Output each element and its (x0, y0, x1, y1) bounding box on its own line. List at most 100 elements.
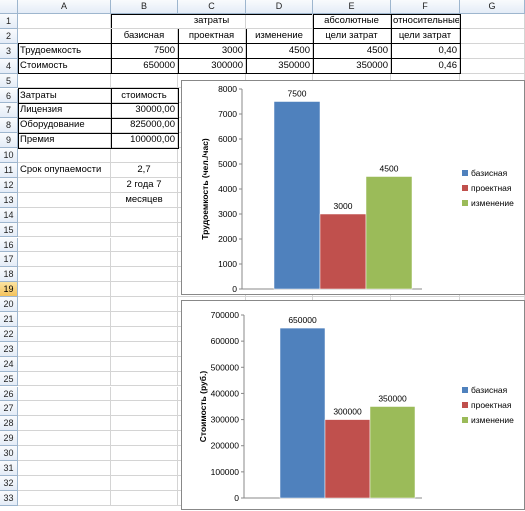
row-header-12[interactable]: 12 (0, 177, 18, 193)
cell-b12[interactable]: 2 года 7 (111, 177, 178, 193)
row-header-1[interactable]: 1 (0, 14, 18, 29)
cell-b18[interactable] (111, 267, 178, 283)
cell-a2[interactable] (18, 28, 111, 44)
row-header-27[interactable]: 27 (0, 401, 18, 417)
column-header-g[interactable]: G (460, 0, 525, 14)
cell-g4[interactable] (460, 58, 525, 74)
cell-b2[interactable]: базисная (111, 28, 178, 44)
cell-c4[interactable]: 300000 (178, 58, 246, 74)
cell-a13[interactable] (18, 192, 111, 208)
row-header-5[interactable]: 5 (0, 73, 18, 89)
column-header-f[interactable]: F (391, 0, 460, 14)
cell-a29[interactable] (18, 431, 111, 447)
row-header-29[interactable]: 29 (0, 431, 18, 447)
row-header-13[interactable]: 13 (0, 192, 18, 208)
labor-chart[interactable]: 0 1000 2000 3000 4000 5000 6000 7000 8000 7500 300… (181, 80, 525, 295)
row-header-24[interactable]: 24 (0, 356, 18, 372)
row-header-18[interactable]: 18 (0, 267, 18, 283)
cell-e4[interactable]: 350000 (313, 58, 391, 74)
cell-a18[interactable] (18, 267, 111, 283)
column-header-b[interactable]: B (111, 0, 178, 14)
cell-a20[interactable] (18, 297, 111, 312)
cell-b5[interactable] (111, 73, 178, 89)
cell-a26[interactable] (18, 386, 111, 402)
row-header-10[interactable]: 10 (0, 148, 18, 163)
row-header-7[interactable]: 7 (0, 103, 18, 119)
cell-a27[interactable] (18, 401, 111, 417)
cell-a32[interactable] (18, 475, 111, 491)
column-header-e[interactable]: E (313, 0, 391, 14)
cell-a11[interactable]: Срок опупаемости (18, 163, 111, 178)
row-header-16[interactable]: 16 (0, 237, 18, 253)
row-header-25[interactable]: 25 (0, 371, 18, 387)
cell-b19[interactable] (111, 282, 178, 298)
row-header-30[interactable]: 30 (0, 446, 18, 461)
row-header-26[interactable]: 26 (0, 386, 18, 402)
cost-chart[interactable]: 0 100000 200000 300000 400000 500000 600000 700… (181, 300, 525, 510)
cell-f4[interactable]: 0,46 (391, 58, 460, 74)
cell-a25[interactable] (18, 371, 111, 387)
cell-a4[interactable]: Стоимость (18, 58, 111, 74)
cell-b31[interactable] (111, 461, 178, 476)
cell-b7[interactable]: 30000,00 (111, 103, 178, 119)
cell-b26[interactable] (111, 386, 178, 402)
cell-b13[interactable]: месяцев (111, 192, 178, 208)
row-header-28[interactable]: 28 (0, 416, 18, 432)
row-header-9[interactable]: 9 (0, 133, 18, 149)
column-header-a[interactable]: A (18, 0, 111, 14)
cell-b6[interactable]: стоимость (111, 88, 178, 104)
cell-g2[interactable] (460, 28, 525, 44)
cell-b29[interactable] (111, 431, 178, 447)
cell-c2[interactable]: проектная (178, 28, 246, 44)
cell-a1[interactable] (18, 14, 111, 29)
cell-b24[interactable] (111, 356, 178, 372)
cell-a21[interactable] (18, 312, 111, 327)
cell-a31[interactable] (18, 461, 111, 476)
column-header-d[interactable]: D (246, 0, 313, 14)
cell-a19[interactable] (18, 282, 111, 298)
cell-a3[interactable]: Трудоемкость (18, 43, 111, 59)
cell-b27[interactable] (111, 401, 178, 417)
cell-a22[interactable] (18, 326, 111, 342)
cell-b15[interactable] (111, 222, 178, 238)
column-header-c[interactable]: C (178, 0, 246, 14)
cell-a23[interactable] (18, 341, 111, 357)
row-header-31[interactable]: 31 (0, 461, 18, 476)
cell-d3[interactable]: 4500 (246, 43, 313, 59)
cell-a30[interactable] (18, 446, 111, 461)
cell-b33[interactable] (111, 490, 178, 506)
row-header-19[interactable]: 19 (0, 282, 18, 298)
cell-b25[interactable] (111, 371, 178, 387)
row-header-3[interactable]: 3 (0, 43, 18, 59)
cell-b10[interactable] (111, 148, 178, 163)
select-all-corner[interactable] (0, 0, 18, 14)
cell-a12[interactable] (18, 177, 111, 193)
cell-a8[interactable]: Оборудование (18, 118, 111, 134)
cell-c3[interactable]: 3000 (178, 43, 246, 59)
cell-e3[interactable]: 4500 (313, 43, 391, 59)
cell-a28[interactable] (18, 416, 111, 432)
cell-b4[interactable]: 650000 (111, 58, 178, 74)
cell-b8[interactable]: 825000,00 (111, 118, 178, 134)
cell-b1[interactable]: затраты (111, 14, 313, 29)
row-header-20[interactable]: 20 (0, 297, 18, 312)
cell-a5[interactable] (18, 73, 111, 89)
row-header-33[interactable]: 33 (0, 490, 18, 506)
cell-b9[interactable]: 100000,00 (111, 133, 178, 149)
cell-a9[interactable]: Премия (18, 133, 111, 149)
cell-g3[interactable] (460, 43, 525, 59)
cell-b32[interactable] (111, 475, 178, 491)
cell-g1[interactable] (460, 14, 525, 29)
cell-a24[interactable] (18, 356, 111, 372)
cell-e2[interactable]: цели затрат (313, 28, 391, 44)
row-header-22[interactable]: 22 (0, 326, 18, 342)
row-header-11[interactable]: 11 (0, 163, 18, 178)
cell-a10[interactable] (18, 148, 111, 163)
cell-d4[interactable]: 350000 (246, 58, 313, 74)
row-header-2[interactable]: 2 (0, 28, 18, 44)
cell-a33[interactable] (18, 490, 111, 506)
row-header-15[interactable]: 15 (0, 222, 18, 238)
cell-b21[interactable] (111, 312, 178, 327)
cell-a14[interactable] (18, 207, 111, 223)
cell-f1[interactable]: относительные (391, 14, 460, 29)
